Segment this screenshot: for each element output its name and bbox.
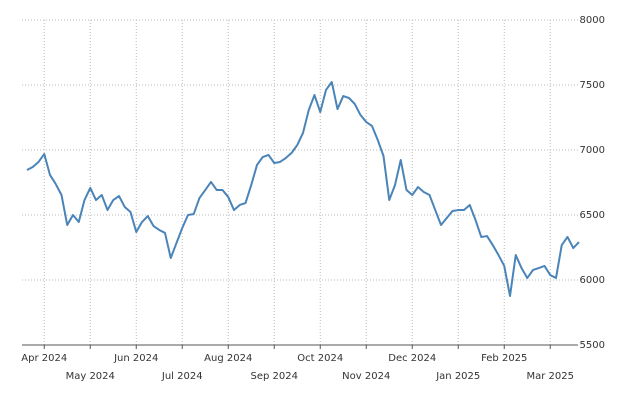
y-tick-label: 8000 — [580, 15, 605, 26]
x-tick-label: Sep 2024 — [251, 371, 298, 382]
x-tick-label: Mar 2025 — [527, 371, 575, 382]
x-tick-label: Aug 2024 — [204, 353, 252, 364]
x-tick-label: May 2024 — [66, 371, 115, 382]
x-tick-label: Apr 2024 — [21, 353, 67, 364]
x-tick-label: Dec 2024 — [388, 353, 436, 364]
x-tick-label: Jul 2024 — [161, 371, 203, 382]
y-tick-label: 6500 — [580, 210, 605, 221]
x-tick-label: Jan 2025 — [435, 371, 480, 382]
x-tick-label: Nov 2024 — [342, 371, 390, 382]
y-tick-label: 7000 — [580, 145, 605, 156]
y-tick-label: 7500 — [580, 80, 605, 91]
x-tick-label: Feb 2025 — [481, 353, 527, 364]
y-tick-label: 6000 — [580, 275, 605, 286]
x-tick-label: Jun 2024 — [113, 353, 158, 364]
x-tick-label: Oct 2024 — [297, 353, 343, 364]
y-tick-label: 5500 — [580, 340, 605, 351]
price-line — [26, 81, 580, 297]
